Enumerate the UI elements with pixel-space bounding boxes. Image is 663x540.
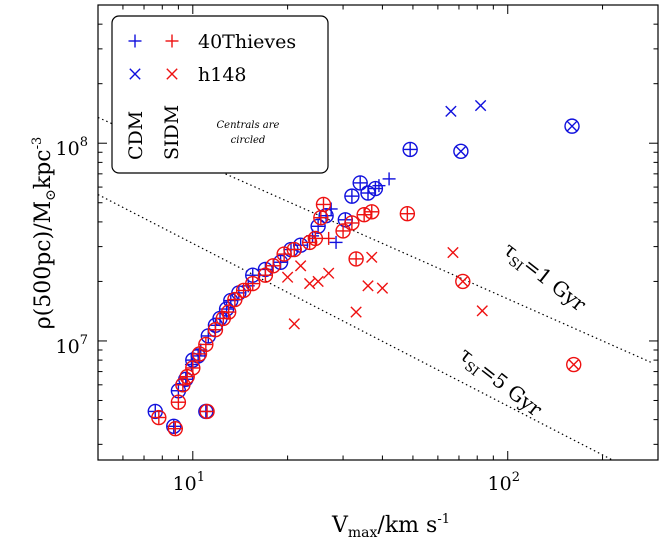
ref-label-1gyr: τSI=1 Gyr bbox=[496, 237, 591, 320]
data-point bbox=[167, 420, 184, 437]
reference-annotations: τSI=1 Gyr τSI=5 Gyr bbox=[452, 237, 591, 425]
data-point bbox=[372, 179, 386, 193]
data-point bbox=[310, 218, 326, 235]
data-point bbox=[170, 394, 187, 410]
data-point bbox=[329, 235, 343, 249]
reference-line-2 bbox=[98, 194, 613, 460]
data-point bbox=[364, 204, 380, 220]
data-point bbox=[476, 305, 488, 317]
legend-marker-40thieves-cdm bbox=[128, 34, 142, 48]
data-point bbox=[207, 321, 224, 338]
data-point bbox=[313, 210, 329, 226]
data-point bbox=[367, 180, 384, 197]
data-point bbox=[344, 215, 360, 231]
data-point bbox=[294, 260, 307, 272]
data-point bbox=[322, 267, 335, 279]
data-point bbox=[185, 360, 201, 376]
data-point bbox=[362, 280, 374, 292]
data-point bbox=[235, 282, 252, 299]
data-point bbox=[566, 356, 582, 373]
legend-label-40thieves: 40Thieves bbox=[198, 31, 296, 53]
data-point bbox=[191, 346, 208, 362]
data-point bbox=[399, 206, 416, 222]
y-tick-label: 107 bbox=[56, 333, 88, 358]
data-point bbox=[356, 206, 372, 223]
data-point bbox=[245, 275, 261, 292]
data-point bbox=[312, 275, 324, 288]
data-point bbox=[303, 277, 316, 290]
data-point bbox=[445, 105, 457, 117]
data-point bbox=[257, 267, 274, 283]
data-point bbox=[382, 172, 396, 186]
data-point bbox=[335, 223, 351, 239]
x-tick-label: 102 bbox=[488, 470, 520, 495]
legend-marker-h148-sidm bbox=[166, 68, 178, 80]
data-point bbox=[453, 143, 469, 160]
reference-lines bbox=[98, 116, 654, 460]
series-h148-cdm bbox=[445, 99, 580, 160]
data-point bbox=[288, 318, 300, 330]
data-point bbox=[307, 230, 324, 247]
data-point bbox=[348, 251, 364, 267]
data-point bbox=[151, 409, 167, 426]
series-h148-sidm bbox=[281, 246, 582, 373]
data-point bbox=[366, 251, 378, 263]
data-markers bbox=[147, 99, 582, 437]
x-tick-label: 101 bbox=[173, 470, 205, 495]
axis-ticks bbox=[97, 4, 659, 460]
data-point bbox=[220, 304, 237, 320]
legend-note-line1: Centrals are bbox=[217, 120, 280, 131]
data-point bbox=[286, 241, 302, 258]
data-point bbox=[198, 336, 214, 353]
data-point bbox=[376, 282, 389, 294]
legend-col-cdm: CDM bbox=[125, 111, 147, 160]
x-axis-label: Vmax/km s-1 bbox=[331, 512, 450, 540]
data-point bbox=[455, 273, 471, 290]
data-point bbox=[402, 141, 418, 158]
data-point bbox=[175, 377, 191, 393]
legend-box bbox=[111, 15, 329, 174]
ref-label-5gyr: τSI=5 Gyr bbox=[452, 342, 547, 425]
y-tick-label: 108 bbox=[56, 135, 88, 160]
legend-marker-h148-cdm bbox=[129, 68, 141, 80]
legend: 40Thieves h148 CDM SIDM Centrals are cir… bbox=[111, 15, 329, 174]
plot-frame bbox=[97, 4, 659, 461]
data-point bbox=[564, 118, 580, 134]
legend-markers bbox=[128, 34, 179, 80]
data-point bbox=[350, 306, 362, 318]
data-point bbox=[447, 246, 459, 259]
legend-label-h148: h148 bbox=[198, 64, 247, 86]
data-point bbox=[265, 258, 281, 274]
legend-note-line2: circled bbox=[231, 135, 266, 146]
data-point bbox=[199, 403, 215, 420]
series-40thieves-sidm bbox=[151, 196, 416, 437]
data-point bbox=[474, 99, 487, 112]
legend-marker-40thieves-sidm bbox=[165, 34, 179, 48]
tick-labels: 101 102 107 108 bbox=[56, 135, 520, 495]
data-point bbox=[322, 231, 336, 245]
data-point bbox=[352, 175, 368, 191]
data-point bbox=[315, 196, 332, 213]
legend-col-sidm: SIDM bbox=[161, 105, 183, 160]
data-point bbox=[227, 291, 243, 308]
y-axis-label: ρ(500pc)/M⊙kpc-3 bbox=[30, 137, 59, 330]
data-point bbox=[344, 188, 360, 204]
data-point bbox=[281, 271, 294, 283]
